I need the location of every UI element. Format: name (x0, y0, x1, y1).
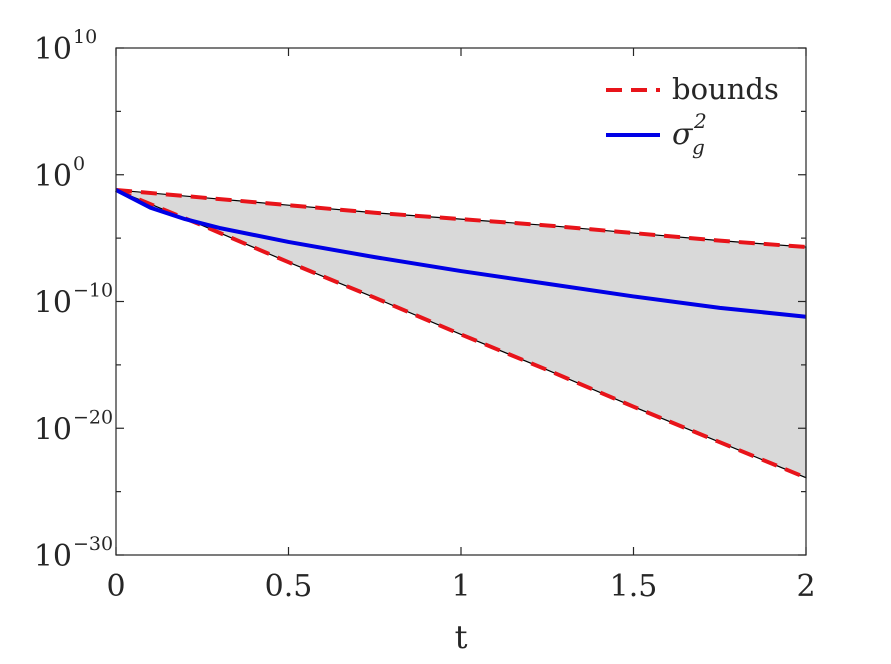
legend-label-sigma-sub: g (692, 135, 705, 159)
y-tick-label-3: 10 −20 (34, 406, 113, 447)
x-tick-label-3: 1.5 (610, 569, 658, 604)
y-tick-label-1: 10 0 (34, 153, 85, 194)
y-tick-base: 10 (34, 159, 72, 194)
y-tick-label-0: 10 10 (34, 26, 97, 67)
y-tick-exponent: 10 (73, 26, 97, 48)
x-tick-label-1: 0.5 (265, 569, 313, 604)
legend-label-bounds: bounds (672, 72, 779, 106)
y-tick-base: 10 (34, 412, 72, 447)
y-tick-exponent: 0 (73, 153, 85, 175)
y-tick-exponent: −30 (73, 533, 113, 555)
x-tick-label-4: 2 (796, 569, 815, 604)
series-line-upper-bound (115, 187, 807, 249)
x-tick-label-0: 0 (106, 569, 125, 604)
legend-label-sigma-sup: 2 (693, 109, 707, 133)
legend: bounds σ g2 (606, 72, 779, 159)
y-tick-exponent: −20 (73, 406, 113, 428)
y-tick-exponent: −10 (73, 280, 113, 302)
x-tick-label-2: 1 (451, 569, 470, 604)
series-line-sigma-g2 (115, 188, 807, 319)
y-tick-base: 10 (34, 286, 72, 321)
y-tick-label-2: 10 −10 (34, 280, 113, 321)
legend-label-sigma: σ (672, 117, 694, 152)
y-tick-base: 10 (34, 32, 72, 67)
y-tick-label-4: 10 −30 (34, 533, 113, 574)
x-axis-title: t (455, 618, 468, 656)
y-tick-base: 10 (34, 539, 72, 574)
